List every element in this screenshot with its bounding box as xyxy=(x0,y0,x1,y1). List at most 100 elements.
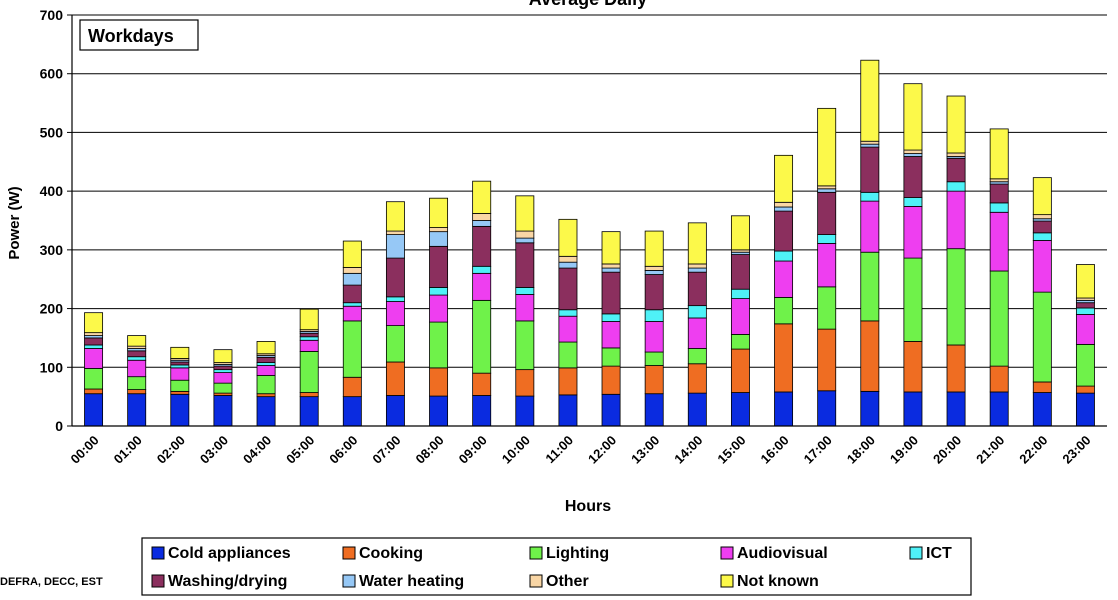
legend-swatch xyxy=(529,546,543,560)
x-tick-label: 19:00 xyxy=(887,433,921,467)
bar-segment xyxy=(127,335,147,347)
legend-swatch xyxy=(909,546,923,560)
bar-segment xyxy=(429,294,449,323)
bar-segment xyxy=(601,267,621,273)
x-tick-label: 03:00 xyxy=(197,433,231,467)
bar-segment xyxy=(515,369,535,397)
bar-segment xyxy=(256,375,276,395)
bar-segment xyxy=(730,348,750,393)
bar-segment xyxy=(342,267,362,274)
source-note: DEFRA, DECC, EST xyxy=(0,576,103,588)
bar-segment xyxy=(644,270,664,275)
bar-segment xyxy=(429,231,449,247)
bar-segment xyxy=(644,274,664,311)
bars xyxy=(84,59,1095,427)
bar-segment xyxy=(385,395,405,427)
bar-segment xyxy=(860,146,880,193)
bar-segment xyxy=(472,395,492,427)
bar-segment xyxy=(1032,220,1052,234)
gridlines xyxy=(67,14,1107,427)
bar-segment xyxy=(989,202,1009,213)
bar-segment xyxy=(903,156,923,199)
bar-segment xyxy=(213,369,233,373)
legend: Cold appliances Cooking Lighting Audiovisua… xyxy=(141,537,972,596)
bar-segment xyxy=(687,363,707,394)
bar-segment xyxy=(472,372,492,396)
bar-segment xyxy=(989,391,1009,427)
bar-segment xyxy=(817,390,837,427)
bar-segment xyxy=(558,267,578,311)
x-tick-label: 11:00 xyxy=(542,433,576,467)
bar-segment xyxy=(730,392,750,427)
legend-swatch xyxy=(342,574,356,588)
bar-segment xyxy=(687,317,707,349)
bar-segment xyxy=(299,392,319,398)
x-tick-label: 10:00 xyxy=(499,433,533,467)
bar-segment xyxy=(213,382,233,394)
bar-segment xyxy=(1075,264,1095,299)
bar-segment xyxy=(601,393,621,427)
bar-segment xyxy=(342,284,362,304)
bar-segment xyxy=(299,396,319,427)
bar-segment xyxy=(687,305,707,319)
bar-segment xyxy=(946,152,966,157)
x-tick-label: 02:00 xyxy=(154,433,188,467)
bar-segment xyxy=(170,346,190,359)
bar-segment xyxy=(256,365,276,376)
bar-segment xyxy=(558,309,578,317)
bar-segment xyxy=(601,263,621,269)
bar-segment xyxy=(342,305,362,322)
bar-segment xyxy=(84,312,104,334)
bar-segment xyxy=(644,309,664,322)
bar-segment xyxy=(601,271,621,315)
bar-segment xyxy=(730,334,750,350)
bar-segment xyxy=(860,251,880,322)
bar-segment xyxy=(472,225,492,267)
bar-segment xyxy=(342,302,362,307)
bar-segment xyxy=(730,288,750,299)
bar-segment xyxy=(256,362,276,366)
bar-segment xyxy=(385,325,405,363)
bar-segment xyxy=(429,197,449,228)
bar-segment xyxy=(127,389,147,395)
bar-segment xyxy=(127,376,147,390)
bar-segment xyxy=(127,393,147,427)
y-tick-label: 700 xyxy=(40,7,64,23)
legend-label: Cooking xyxy=(359,545,423,562)
bar-segment xyxy=(84,344,104,349)
bar-segment xyxy=(429,395,449,427)
x-tick-label: 08:00 xyxy=(413,433,447,467)
bar-segment xyxy=(946,181,966,192)
bar-segment xyxy=(860,191,880,202)
bar-segment xyxy=(170,364,190,369)
x-tick-label: 09:00 xyxy=(456,433,490,467)
bar-segment xyxy=(385,230,405,235)
bar-segment xyxy=(385,201,405,232)
x-tick-labels: 00:00 01:00 02:00 03:00 04:00 05:00 06:00 07:00… xyxy=(68,433,1094,467)
bar-segment xyxy=(903,391,923,427)
bar-segment xyxy=(429,287,449,296)
y-axis-label: Power (W) xyxy=(6,186,23,259)
bar-segment xyxy=(946,95,966,154)
x-tick-label: 20:00 xyxy=(930,433,964,467)
bar-segment xyxy=(989,211,1009,272)
bar-segment xyxy=(429,245,449,288)
bar-segment xyxy=(170,379,190,392)
bar-segment xyxy=(385,361,405,396)
bar-segment xyxy=(860,390,880,427)
bar-segment xyxy=(860,140,880,145)
legend-swatch xyxy=(151,546,165,560)
x-axis-label: Hours xyxy=(565,498,611,515)
bar-segment xyxy=(774,323,794,393)
bar-segment xyxy=(817,188,837,193)
bar-segment xyxy=(730,254,750,290)
bar-segment xyxy=(213,349,233,363)
bar-segment xyxy=(256,396,276,427)
x-tick-label: 00:00 xyxy=(68,433,102,467)
bar-segment xyxy=(817,234,837,244)
bar-segment xyxy=(1075,392,1095,427)
bar-segment xyxy=(170,393,190,427)
bar-segment xyxy=(84,348,104,369)
x-tick-label: 04:00 xyxy=(240,433,274,467)
inset-label: Workdays xyxy=(88,26,174,46)
